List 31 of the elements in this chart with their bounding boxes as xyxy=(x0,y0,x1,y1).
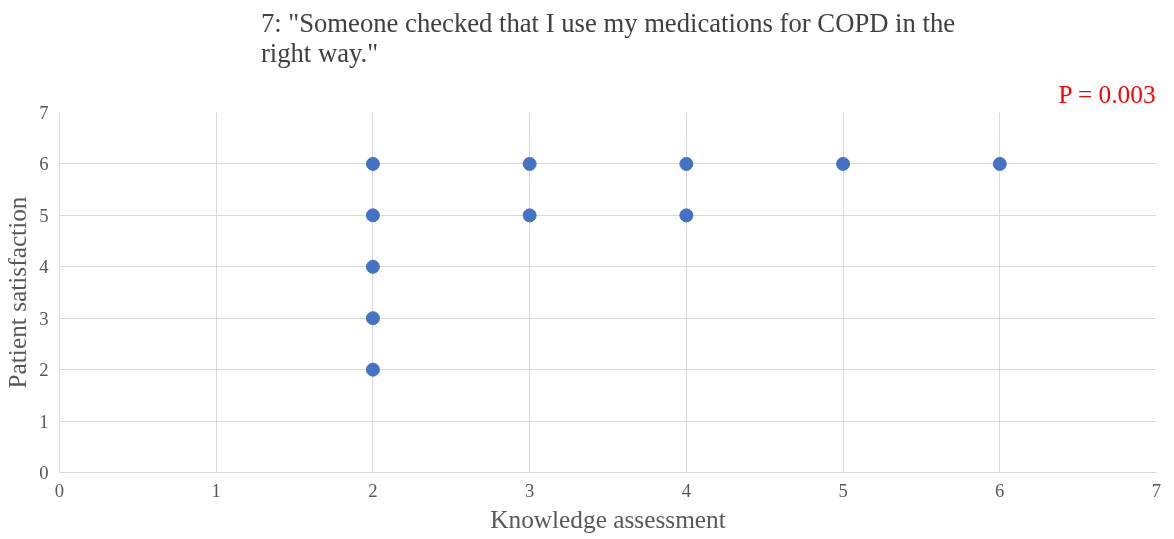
y-tick-label: 3 xyxy=(39,307,49,329)
y-tick-label: 5 xyxy=(39,204,49,226)
x-tick-label: 3 xyxy=(524,479,535,501)
x-tick-label: 6 xyxy=(995,479,1005,501)
x-tick-label: 0 xyxy=(54,479,65,501)
point xyxy=(679,208,694,223)
point xyxy=(365,156,380,171)
x-tick-label: 7 xyxy=(1151,479,1162,501)
y-tick-label: 4 xyxy=(39,256,50,278)
y-tick-label: 6 xyxy=(39,153,49,175)
point xyxy=(836,156,851,171)
point xyxy=(679,156,694,171)
point xyxy=(365,259,380,274)
x-axis-title: Knowledge assessment xyxy=(490,504,726,533)
y-axis-title: Patient satisfaction xyxy=(3,196,32,389)
point xyxy=(522,208,537,223)
y-tick-label: 7 xyxy=(39,102,49,123)
x-tick-label: 1 xyxy=(211,479,221,501)
text: P = 0.003 xyxy=(1058,79,1156,108)
y-tick-label: 0 xyxy=(39,462,49,483)
x-tick-label: 2 xyxy=(368,479,378,501)
point xyxy=(365,362,380,377)
y-tick-label: 2 xyxy=(39,359,49,381)
x-tick-label: 4 xyxy=(681,479,692,501)
y-tick-label: 1 xyxy=(39,410,49,432)
chart-title: 7: "Someone checked that I use my medications for COPD in the right way." xyxy=(260,7,956,68)
point xyxy=(522,156,537,171)
point xyxy=(365,311,380,326)
point xyxy=(365,208,380,223)
x-tick-label: 5 xyxy=(838,479,848,501)
point xyxy=(992,156,1007,171)
